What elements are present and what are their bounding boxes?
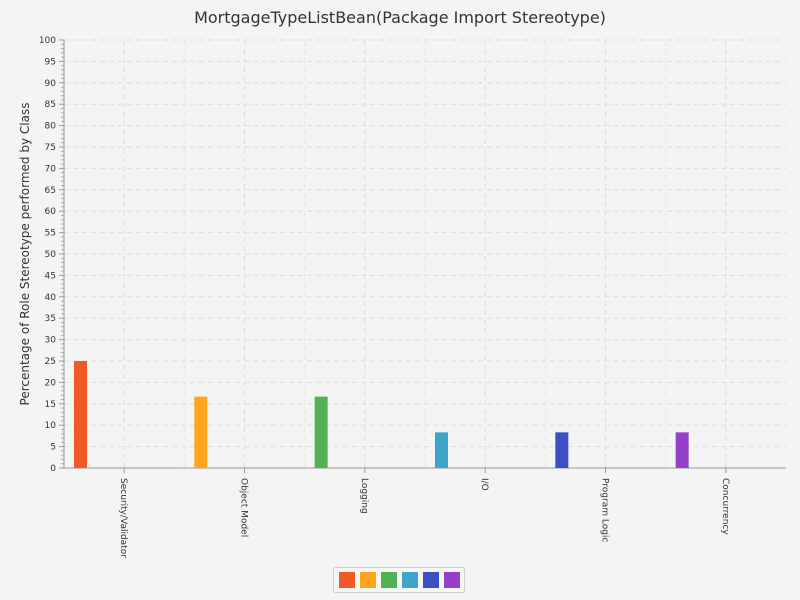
- y-tick-label: 5: [50, 443, 56, 453]
- y-tick-label: 50: [45, 250, 57, 260]
- y-tick-label: 75: [45, 143, 56, 153]
- y-tick-label: 0: [50, 464, 56, 474]
- x-tick-label: I/O: [479, 478, 489, 491]
- grid-layer: [64, 39, 786, 468]
- legend-swatch-security-validator[interactable]: [338, 572, 355, 588]
- bar-logging[interactable]: [314, 396, 328, 468]
- bar-layer: [74, 361, 689, 468]
- bar-security-validator[interactable]: [74, 361, 87, 468]
- y-tick-label: 90: [45, 79, 57, 89]
- y-tick-label: 55: [45, 229, 56, 239]
- y-tick-label: 100: [39, 36, 56, 46]
- legend-swatch-program-logic[interactable]: [422, 572, 439, 588]
- bar-concurrency[interactable]: [675, 432, 689, 468]
- x-tick-label: Object Model: [239, 478, 249, 537]
- axis-layer: [59, 39, 786, 473]
- bar-object-model[interactable]: [194, 396, 208, 468]
- y-tick-label: 65: [45, 186, 56, 196]
- chart-title: MortgageTypeListBean(Package Import Ster…: [194, 8, 606, 27]
- bar-i-o[interactable]: [435, 432, 448, 468]
- y-tick-label: 95: [45, 57, 56, 67]
- y-tick-label: 85: [45, 100, 56, 110]
- label-layer: 0 5 10 15 20 25 30 35 40 45 50 55 60 65 70 75 80 85 90 95 10…: [39, 36, 730, 558]
- y-axis-label: Percentage of Role Stereotype performed …: [18, 103, 32, 406]
- y-tick-label: 10: [45, 421, 57, 431]
- x-tick-label: Security/Validator: [118, 478, 128, 558]
- y-tick-label: 25: [45, 357, 56, 367]
- x-tick-label: Logging: [359, 478, 369, 514]
- legend: [333, 567, 465, 593]
- y-tick-label: 40: [45, 293, 57, 303]
- y-tick-label: 35: [45, 314, 56, 324]
- y-tick-label: 30: [45, 336, 57, 346]
- legend-swatch-logging[interactable]: [380, 572, 397, 588]
- legend-swatch-concurrency[interactable]: [443, 572, 460, 588]
- y-tick-label: 45: [45, 271, 56, 281]
- legend-swatch-object-model[interactable]: [359, 572, 376, 588]
- bar-program-logic[interactable]: [555, 432, 569, 468]
- y-tick-label: 60: [45, 207, 57, 217]
- x-tick-label: Program Logic: [600, 478, 610, 542]
- y-tick-label: 80: [45, 122, 57, 132]
- y-tick-label: 20: [45, 378, 57, 388]
- legend-swatch-i-o[interactable]: [401, 572, 418, 588]
- y-tick-label: 15: [45, 400, 56, 410]
- y-tick-label: 70: [45, 164, 57, 174]
- x-tick-label: Concurrency: [720, 478, 730, 535]
